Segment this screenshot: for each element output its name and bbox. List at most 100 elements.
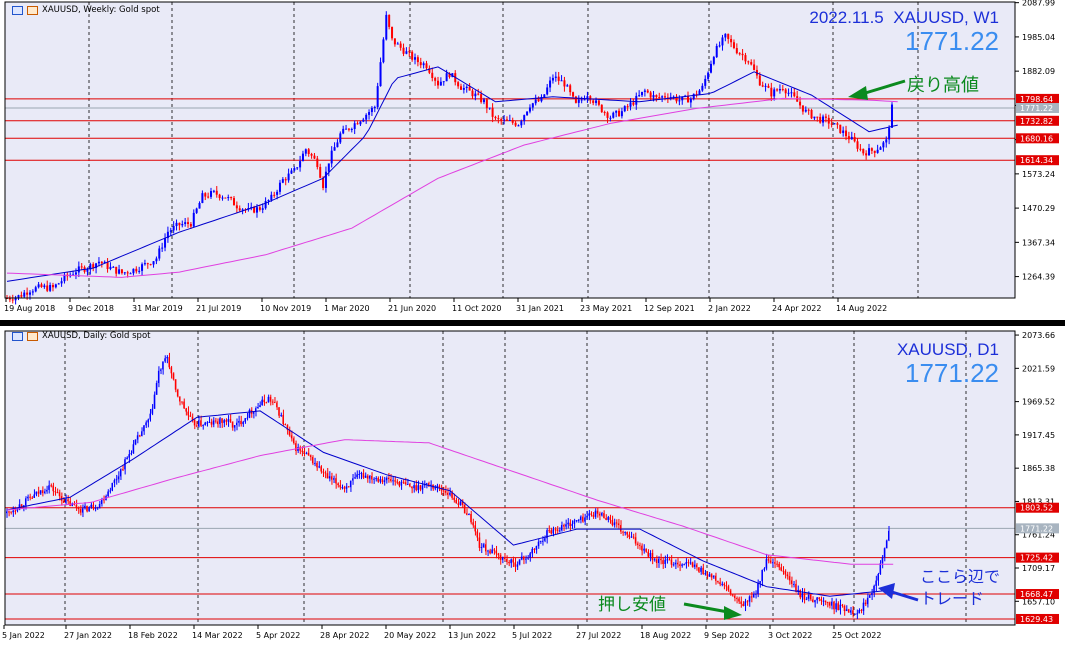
candle-body xyxy=(807,109,810,111)
candle-body xyxy=(445,73,448,82)
chart-window-icon[interactable] xyxy=(12,331,23,341)
chart-type-icon[interactable] xyxy=(27,331,38,341)
candle-body xyxy=(655,559,658,564)
candle-body xyxy=(824,600,827,603)
candle-body xyxy=(396,43,399,45)
candle-body xyxy=(606,112,609,118)
candle-body xyxy=(195,208,198,213)
candle-body xyxy=(141,264,144,271)
candle-body xyxy=(449,492,451,495)
candle-body xyxy=(579,516,582,520)
candle-body xyxy=(529,553,531,558)
candle-body xyxy=(747,61,750,63)
candle-body xyxy=(77,507,80,510)
candle-body xyxy=(463,504,466,514)
candle-body xyxy=(198,420,200,427)
candle-body xyxy=(620,525,622,532)
candle-body xyxy=(836,123,839,125)
candle-body xyxy=(537,99,540,102)
candle-body xyxy=(718,45,721,47)
candle-body xyxy=(873,150,876,153)
candle-body xyxy=(54,284,57,288)
candle-body xyxy=(301,450,303,452)
candle-body xyxy=(746,601,749,603)
y-axis-tick-label: 2087.99 xyxy=(1022,0,1055,8)
candle-body xyxy=(362,473,365,478)
candle-body xyxy=(409,484,411,487)
candle-body xyxy=(62,500,65,503)
candle-body xyxy=(206,422,208,424)
candle-body xyxy=(470,513,472,523)
candle-body xyxy=(52,485,54,492)
candle-body xyxy=(685,562,687,565)
candle-body xyxy=(201,193,204,204)
candle-body xyxy=(134,439,137,445)
candle-body xyxy=(422,63,425,66)
candle-body xyxy=(368,475,371,479)
candle-body xyxy=(539,540,542,542)
candle-body xyxy=(803,593,806,600)
candle-body xyxy=(394,480,396,482)
candle-body xyxy=(609,117,612,119)
candle-body xyxy=(20,504,23,507)
candle-body xyxy=(577,519,580,521)
candle-body xyxy=(415,485,417,491)
candle-body xyxy=(501,557,504,560)
candle-body xyxy=(10,511,12,513)
daily-chart-pane[interactable]: 2073.66 2021.59 1969.52 1917.45 1865.38 1813.… xyxy=(0,326,1065,648)
candle-body xyxy=(330,476,333,480)
candle-body xyxy=(347,486,350,488)
candle-body xyxy=(461,501,464,505)
candle-body xyxy=(692,93,695,99)
candle-body xyxy=(554,529,557,531)
candle-body xyxy=(822,116,825,123)
weekly-price: 1771.22 xyxy=(905,26,999,56)
candle-body xyxy=(767,559,770,561)
candle-body xyxy=(112,266,115,268)
candle-body xyxy=(643,548,645,551)
candle-body xyxy=(858,609,860,614)
candle-body xyxy=(264,201,267,209)
level-tag-box xyxy=(1016,613,1059,624)
candle-body xyxy=(809,594,812,600)
candle-body xyxy=(352,478,354,481)
candle-body xyxy=(39,490,42,494)
candle-body xyxy=(573,520,576,524)
candle-body xyxy=(603,112,606,114)
candle-body xyxy=(478,537,481,548)
candle-body xyxy=(365,114,368,120)
candle-body xyxy=(465,513,468,515)
candle-body xyxy=(261,399,263,406)
candle-body xyxy=(689,98,692,103)
candle-body xyxy=(181,224,184,226)
candle-body xyxy=(778,89,781,91)
candle-body xyxy=(540,97,543,102)
candle-body xyxy=(135,268,138,272)
candle-body xyxy=(46,489,48,492)
weekly-chart-canvas[interactable]: 2087.991985.041882.091779.141676.191573.… xyxy=(0,0,1065,320)
candle-body xyxy=(11,299,14,301)
candle-body xyxy=(571,523,573,527)
candle-body xyxy=(254,408,257,412)
chart-window-icon[interactable] xyxy=(12,5,23,15)
candle-body xyxy=(617,523,620,526)
candle-body xyxy=(86,505,88,512)
candle-body xyxy=(297,447,299,451)
level-tag-label: 1668.47 xyxy=(1020,590,1053,599)
candle-body xyxy=(115,266,118,274)
y-axis-tick-label: 2073.66 xyxy=(1022,331,1055,340)
candle-body xyxy=(326,473,329,479)
candle-body xyxy=(759,581,761,584)
daily-chart-canvas[interactable]: 2073.66 2021.59 1969.52 1917.45 1865.38 1813.… xyxy=(0,326,1065,648)
candle-body xyxy=(417,485,419,491)
candle-body xyxy=(611,519,614,526)
candle-body xyxy=(816,116,819,118)
candle-body xyxy=(533,548,536,550)
candle-body xyxy=(854,613,856,615)
weekly-chart-pane[interactable]: 2087.991985.041882.091779.141676.191573.… xyxy=(0,0,1065,320)
candle-body xyxy=(672,564,675,566)
chart-type-icon[interactable] xyxy=(27,5,38,15)
candle-body xyxy=(129,273,132,275)
candle-body xyxy=(799,589,801,598)
candle-body xyxy=(543,94,546,98)
